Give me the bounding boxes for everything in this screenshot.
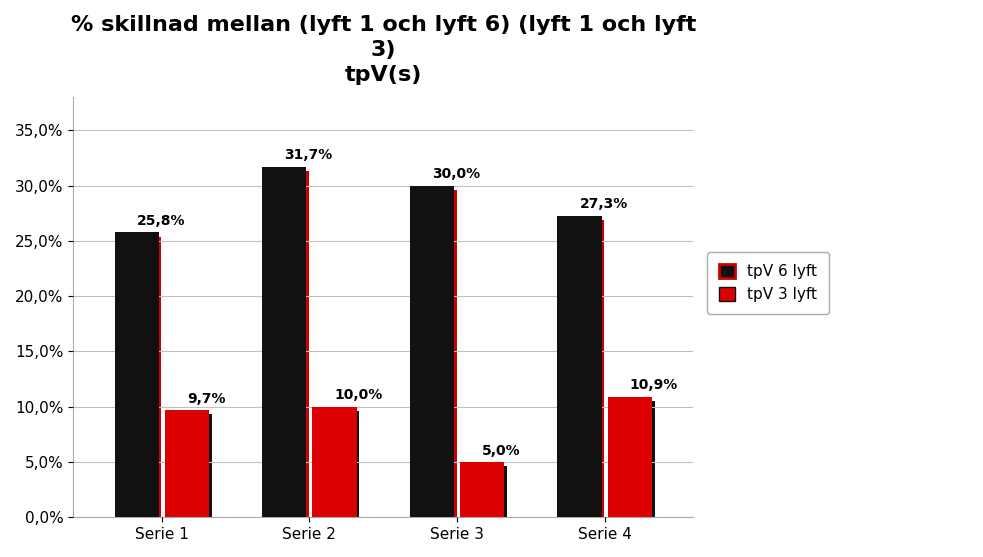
Text: 9,7%: 9,7% [187, 392, 225, 405]
Bar [264, 172, 309, 517]
Text: 30,0%: 30,0% [432, 167, 480, 181]
Bar [410, 185, 454, 517]
Bar [607, 397, 652, 517]
Bar [165, 410, 209, 517]
Bar [262, 167, 307, 517]
Bar [560, 220, 605, 517]
Bar [315, 411, 360, 517]
Title: % skillnad mellan (lyft 1 och lyft 6) (lyft 1 och lyft
3)
tpV(s): % skillnad mellan (lyft 1 och lyft 6) (l… [71, 15, 696, 85]
Text: 25,8%: 25,8% [137, 214, 185, 228]
Bar [463, 466, 507, 517]
Text: 27,3%: 27,3% [580, 197, 628, 211]
Bar [167, 414, 211, 517]
Text: 5,0%: 5,0% [482, 443, 521, 458]
Bar [413, 190, 457, 517]
Legend: tpV 6 lyft, tpV 3 lyft: tpV 6 lyft, tpV 3 lyft [707, 252, 829, 314]
Text: 10,9%: 10,9% [630, 378, 678, 392]
Bar [460, 462, 504, 517]
Text: 10,0%: 10,0% [334, 388, 382, 402]
Bar [117, 237, 161, 517]
Bar [313, 407, 357, 517]
Bar [557, 216, 602, 517]
Text: 31,7%: 31,7% [284, 149, 332, 163]
Bar [610, 401, 655, 517]
Bar [115, 232, 159, 517]
